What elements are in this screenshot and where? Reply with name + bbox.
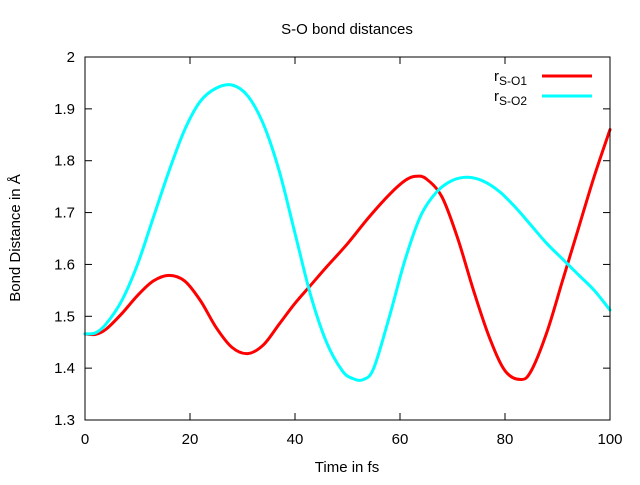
x-tick-label: 100 [597, 431, 622, 448]
series-line-1 [83, 128, 612, 382]
legend-label-main: r [494, 88, 499, 105]
x-axis-title: Time in fs [315, 459, 379, 476]
axis-ticks: 0 20 40 60 80 100 1.3 1.4 1.5 1.6 1.7 1.8 1.9 2 [54, 49, 622, 448]
y-tick-label: 1.3 [54, 412, 75, 429]
y-tick-label: 1.7 [54, 205, 75, 222]
plot-frame [84, 56, 611, 421]
x-tick-label: 80 [497, 431, 514, 448]
x-tick-label: 60 [392, 431, 409, 448]
chart-title: S-O bond distances [281, 21, 413, 38]
x-tick-label: 20 [182, 431, 199, 448]
y-tick-label: 1.6 [54, 256, 75, 273]
y-tick-label: 1.9 [54, 101, 75, 118]
legend-label-subscript: S-O1 [499, 74, 527, 88]
legend-label-1: rS-O1 [494, 68, 527, 88]
x-tick-label: 40 [287, 431, 304, 448]
legend-label-subscript: S-O2 [499, 94, 527, 108]
y-tick-label: 1.5 [54, 308, 75, 325]
y-tick-label: 2 [67, 49, 75, 66]
y-tick-label: 1.8 [54, 153, 75, 170]
x-tick-label: 0 [81, 431, 89, 448]
y-axis-title: Bond Distance in Å [7, 174, 24, 302]
legend-label-2: rS-O2 [494, 88, 527, 108]
series-lines [83, 83, 612, 382]
series-line-2 [83, 83, 612, 382]
legend-label-main: r [494, 68, 499, 85]
y-tick-label: 1.4 [54, 360, 75, 377]
